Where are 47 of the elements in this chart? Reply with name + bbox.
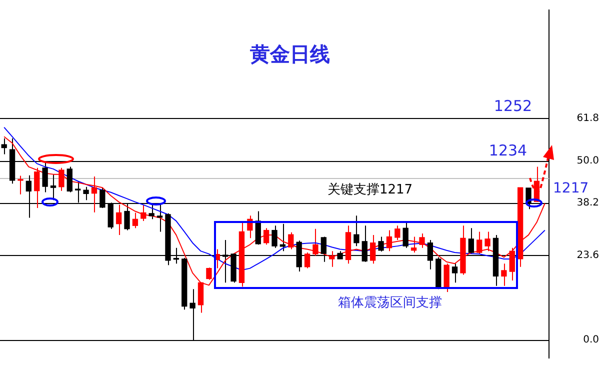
candlestick [140, 204, 146, 222]
candlestick [263, 228, 270, 246]
y-tick-label: 50.0 [576, 155, 599, 166]
candlestick [468, 228, 474, 254]
candlestick [386, 230, 392, 252]
candlestick [329, 250, 335, 268]
candlestick [91, 176, 98, 213]
y-tick-label: 38.2 [576, 198, 599, 209]
annotation: 箱体震荡区间支撑 [338, 295, 442, 310]
candlestick [280, 223, 286, 252]
candlestick [378, 236, 384, 252]
candlestick [116, 204, 122, 236]
candlestick [156, 202, 163, 232]
candlestick [34, 167, 40, 209]
candlestick [402, 220, 408, 248]
candlestick [1, 138, 7, 155]
y-tick-label: 61.8 [576, 112, 599, 124]
candlestick [148, 204, 154, 220]
candlestick [509, 247, 515, 282]
text: 1217 [553, 180, 589, 197]
annotation: 1252 [494, 97, 532, 116]
y-tick-label: 0.0 [583, 334, 599, 346]
candlestick [484, 231, 490, 252]
candlestick [370, 234, 376, 264]
candlestick [18, 175, 24, 195]
text: 黄金日线 [249, 42, 330, 66]
candlestick [132, 212, 138, 229]
candlestick [58, 167, 64, 192]
candlestick [272, 225, 278, 248]
candlestick [50, 174, 56, 201]
candlestick [66, 166, 72, 193]
candlestick [394, 225, 400, 240]
candlestick [312, 228, 318, 256]
candlestick [42, 162, 48, 193]
candlestick [354, 215, 360, 247]
candlestick [501, 263, 507, 286]
candlestick [452, 263, 458, 284]
candlestick [83, 186, 89, 201]
candlestick [288, 232, 294, 250]
candlestick [206, 267, 212, 280]
candlestick [304, 252, 310, 269]
annotation: 关键支撑1217 [327, 182, 413, 198]
y-tick-label: 23.6 [576, 250, 599, 261]
candlestick [419, 233, 425, 248]
candlestick [410, 236, 417, 254]
annotation: 1234 [488, 142, 528, 160]
candlestick [476, 231, 482, 254]
